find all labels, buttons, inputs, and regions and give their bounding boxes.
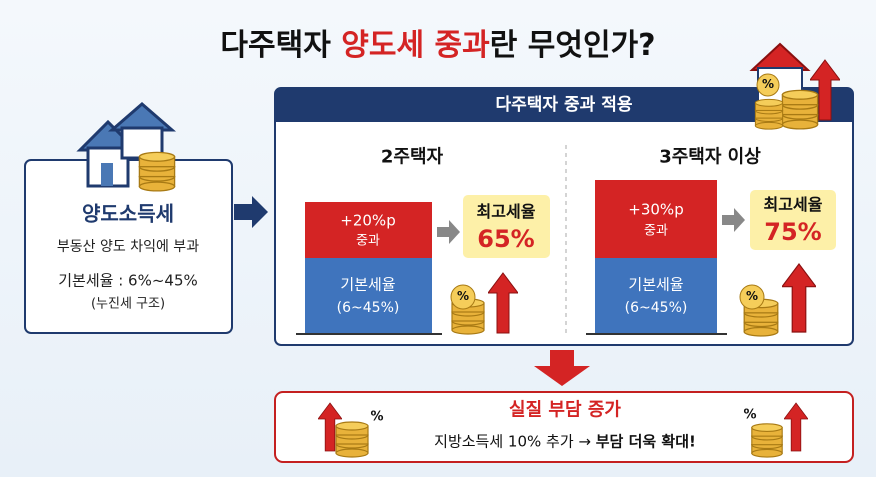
panel-title: 다주택자 중과 적용 <box>495 95 633 116</box>
basic-note: (누진세 구조) <box>90 296 166 312</box>
title: 다주택자 양도세 중과란 무엇인가? <box>220 27 656 64</box>
result-emphasis: 부담 더욱 확대! <box>595 432 696 451</box>
case-base: 기본세율 <box>340 275 396 294</box>
result-title: 실질 부담 증가 <box>509 399 621 421</box>
case-extra: +20%p <box>340 211 396 230</box>
case-max-rate: 75% <box>764 218 822 247</box>
case-base-range: (6~45%) <box>336 299 400 316</box>
basic-rate: 기본세율 : 6%~45% <box>58 271 198 290</box>
basic-title: 양도소득세 <box>82 201 174 226</box>
case-extra-note: 중과 <box>644 223 668 239</box>
result-detail: 지방소득세 10% 추가 → 부담 더욱 확대! <box>434 433 696 450</box>
percent-icon: % <box>370 409 384 425</box>
case-max-label: 최고세율 <box>476 201 536 221</box>
title-highlight: 양도세 중과 <box>341 27 490 63</box>
basic-description: 부동산 양도 차익에 부과 <box>56 238 200 255</box>
case-extra-note: 중과 <box>356 233 380 249</box>
case-extra: +30%p <box>628 200 684 219</box>
case-base-range: (6~45%) <box>624 299 688 316</box>
title-prefix: 다주택자 <box>220 27 342 63</box>
percent-icon: % <box>743 407 757 423</box>
percent-icon: % <box>745 289 759 304</box>
percent-icon: % <box>761 77 775 92</box>
case-label: 2주택자 <box>380 146 444 168</box>
case-max-label: 최고세율 <box>763 194 823 214</box>
title-suffix: 란 무엇인가? <box>489 27 656 63</box>
percent-icon: % <box>456 289 470 304</box>
case-base: 기본세율 <box>628 275 684 294</box>
case-max-rate: 65% <box>477 225 535 254</box>
house-icon <box>76 102 177 192</box>
case-label: 3주택자 이상 <box>659 146 761 168</box>
result-detail-text: 지방소득세 10% 추가 → <box>434 432 596 451</box>
